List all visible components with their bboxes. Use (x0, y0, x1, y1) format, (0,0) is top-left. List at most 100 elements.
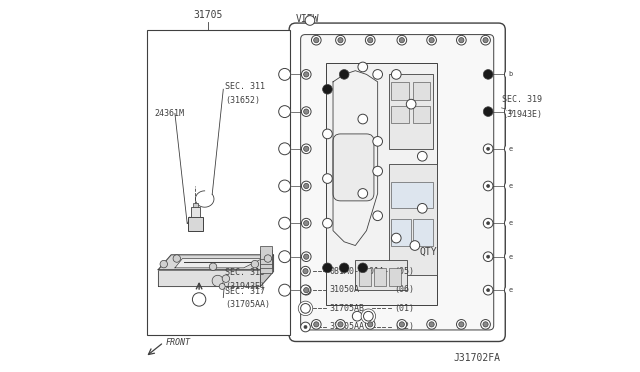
Circle shape (486, 222, 490, 225)
Circle shape (417, 203, 427, 213)
Circle shape (339, 263, 349, 273)
Circle shape (323, 129, 332, 139)
Circle shape (301, 266, 310, 276)
Polygon shape (158, 255, 273, 270)
Text: b: b (508, 109, 513, 115)
Circle shape (278, 180, 291, 192)
Circle shape (486, 289, 490, 292)
Circle shape (504, 143, 516, 155)
Circle shape (486, 255, 490, 258)
Circle shape (173, 255, 180, 262)
Circle shape (392, 233, 401, 243)
Circle shape (301, 181, 311, 191)
Text: c: c (282, 254, 287, 260)
Circle shape (364, 311, 373, 321)
Text: c: c (282, 220, 287, 226)
Circle shape (305, 16, 315, 25)
Circle shape (456, 320, 466, 329)
Circle shape (278, 251, 291, 263)
Text: b: b (508, 71, 513, 77)
Circle shape (209, 263, 217, 270)
Circle shape (361, 309, 376, 323)
Circle shape (264, 255, 271, 262)
Circle shape (373, 70, 383, 79)
Circle shape (504, 217, 516, 229)
Circle shape (339, 70, 349, 79)
Circle shape (301, 322, 310, 332)
Circle shape (367, 38, 373, 43)
Circle shape (483, 181, 493, 191)
Circle shape (301, 285, 310, 295)
Bar (389, 74, 433, 149)
Text: VIEW: VIEW (296, 14, 319, 24)
Bar (260, 256, 271, 269)
Circle shape (427, 35, 436, 45)
Bar (260, 260, 271, 273)
Circle shape (303, 109, 309, 114)
Circle shape (335, 320, 346, 329)
Text: 31705: 31705 (194, 10, 223, 20)
Circle shape (301, 252, 311, 262)
Bar (260, 250, 271, 263)
Circle shape (193, 293, 206, 306)
Circle shape (303, 254, 309, 259)
Circle shape (312, 35, 321, 45)
Text: (01): (01) (394, 304, 415, 313)
Text: (31943E): (31943E) (225, 282, 265, 291)
Bar (191, 207, 200, 217)
Circle shape (365, 320, 375, 329)
Circle shape (278, 106, 291, 118)
Circle shape (481, 35, 490, 45)
Circle shape (303, 183, 309, 189)
Circle shape (486, 147, 490, 150)
Bar (390, 82, 410, 100)
Circle shape (212, 275, 223, 286)
Circle shape (483, 285, 493, 295)
Bar (413, 106, 429, 123)
Text: b: b (282, 109, 287, 115)
Text: QTY: QTY (419, 247, 436, 257)
Circle shape (312, 320, 321, 329)
Circle shape (303, 146, 309, 151)
Circle shape (301, 70, 311, 79)
Circle shape (459, 38, 464, 43)
Bar (390, 106, 410, 123)
Circle shape (429, 322, 434, 327)
Bar (147, 30, 291, 335)
Circle shape (298, 301, 313, 315)
Text: (02): (02) (394, 323, 415, 331)
Circle shape (251, 260, 259, 268)
FancyBboxPatch shape (301, 35, 493, 330)
Circle shape (358, 189, 367, 198)
Text: A: A (308, 16, 312, 25)
Circle shape (483, 218, 493, 228)
Circle shape (278, 217, 291, 229)
Circle shape (504, 106, 516, 118)
Text: (31705AA): (31705AA) (225, 300, 270, 309)
Text: b: b (282, 287, 287, 293)
Text: FRONT: FRONT (166, 338, 191, 347)
Circle shape (373, 166, 383, 176)
Circle shape (483, 322, 488, 327)
Circle shape (301, 285, 311, 295)
Bar (390, 219, 411, 246)
Circle shape (338, 38, 343, 43)
Text: c: c (282, 183, 287, 189)
Circle shape (338, 322, 343, 327)
Bar (389, 268, 401, 286)
Bar (193, 203, 198, 207)
Text: (05): (05) (394, 267, 415, 276)
Circle shape (504, 180, 516, 192)
Text: (06): (06) (394, 285, 415, 294)
Circle shape (301, 218, 311, 228)
Circle shape (392, 70, 401, 79)
Circle shape (483, 107, 493, 116)
Circle shape (160, 260, 168, 268)
Bar (413, 82, 429, 100)
Text: 31705AA: 31705AA (330, 323, 364, 331)
Text: e: e (508, 287, 513, 293)
Circle shape (399, 38, 404, 43)
Text: e: e (508, 254, 513, 260)
Text: c: c (282, 146, 287, 152)
Circle shape (417, 151, 427, 161)
